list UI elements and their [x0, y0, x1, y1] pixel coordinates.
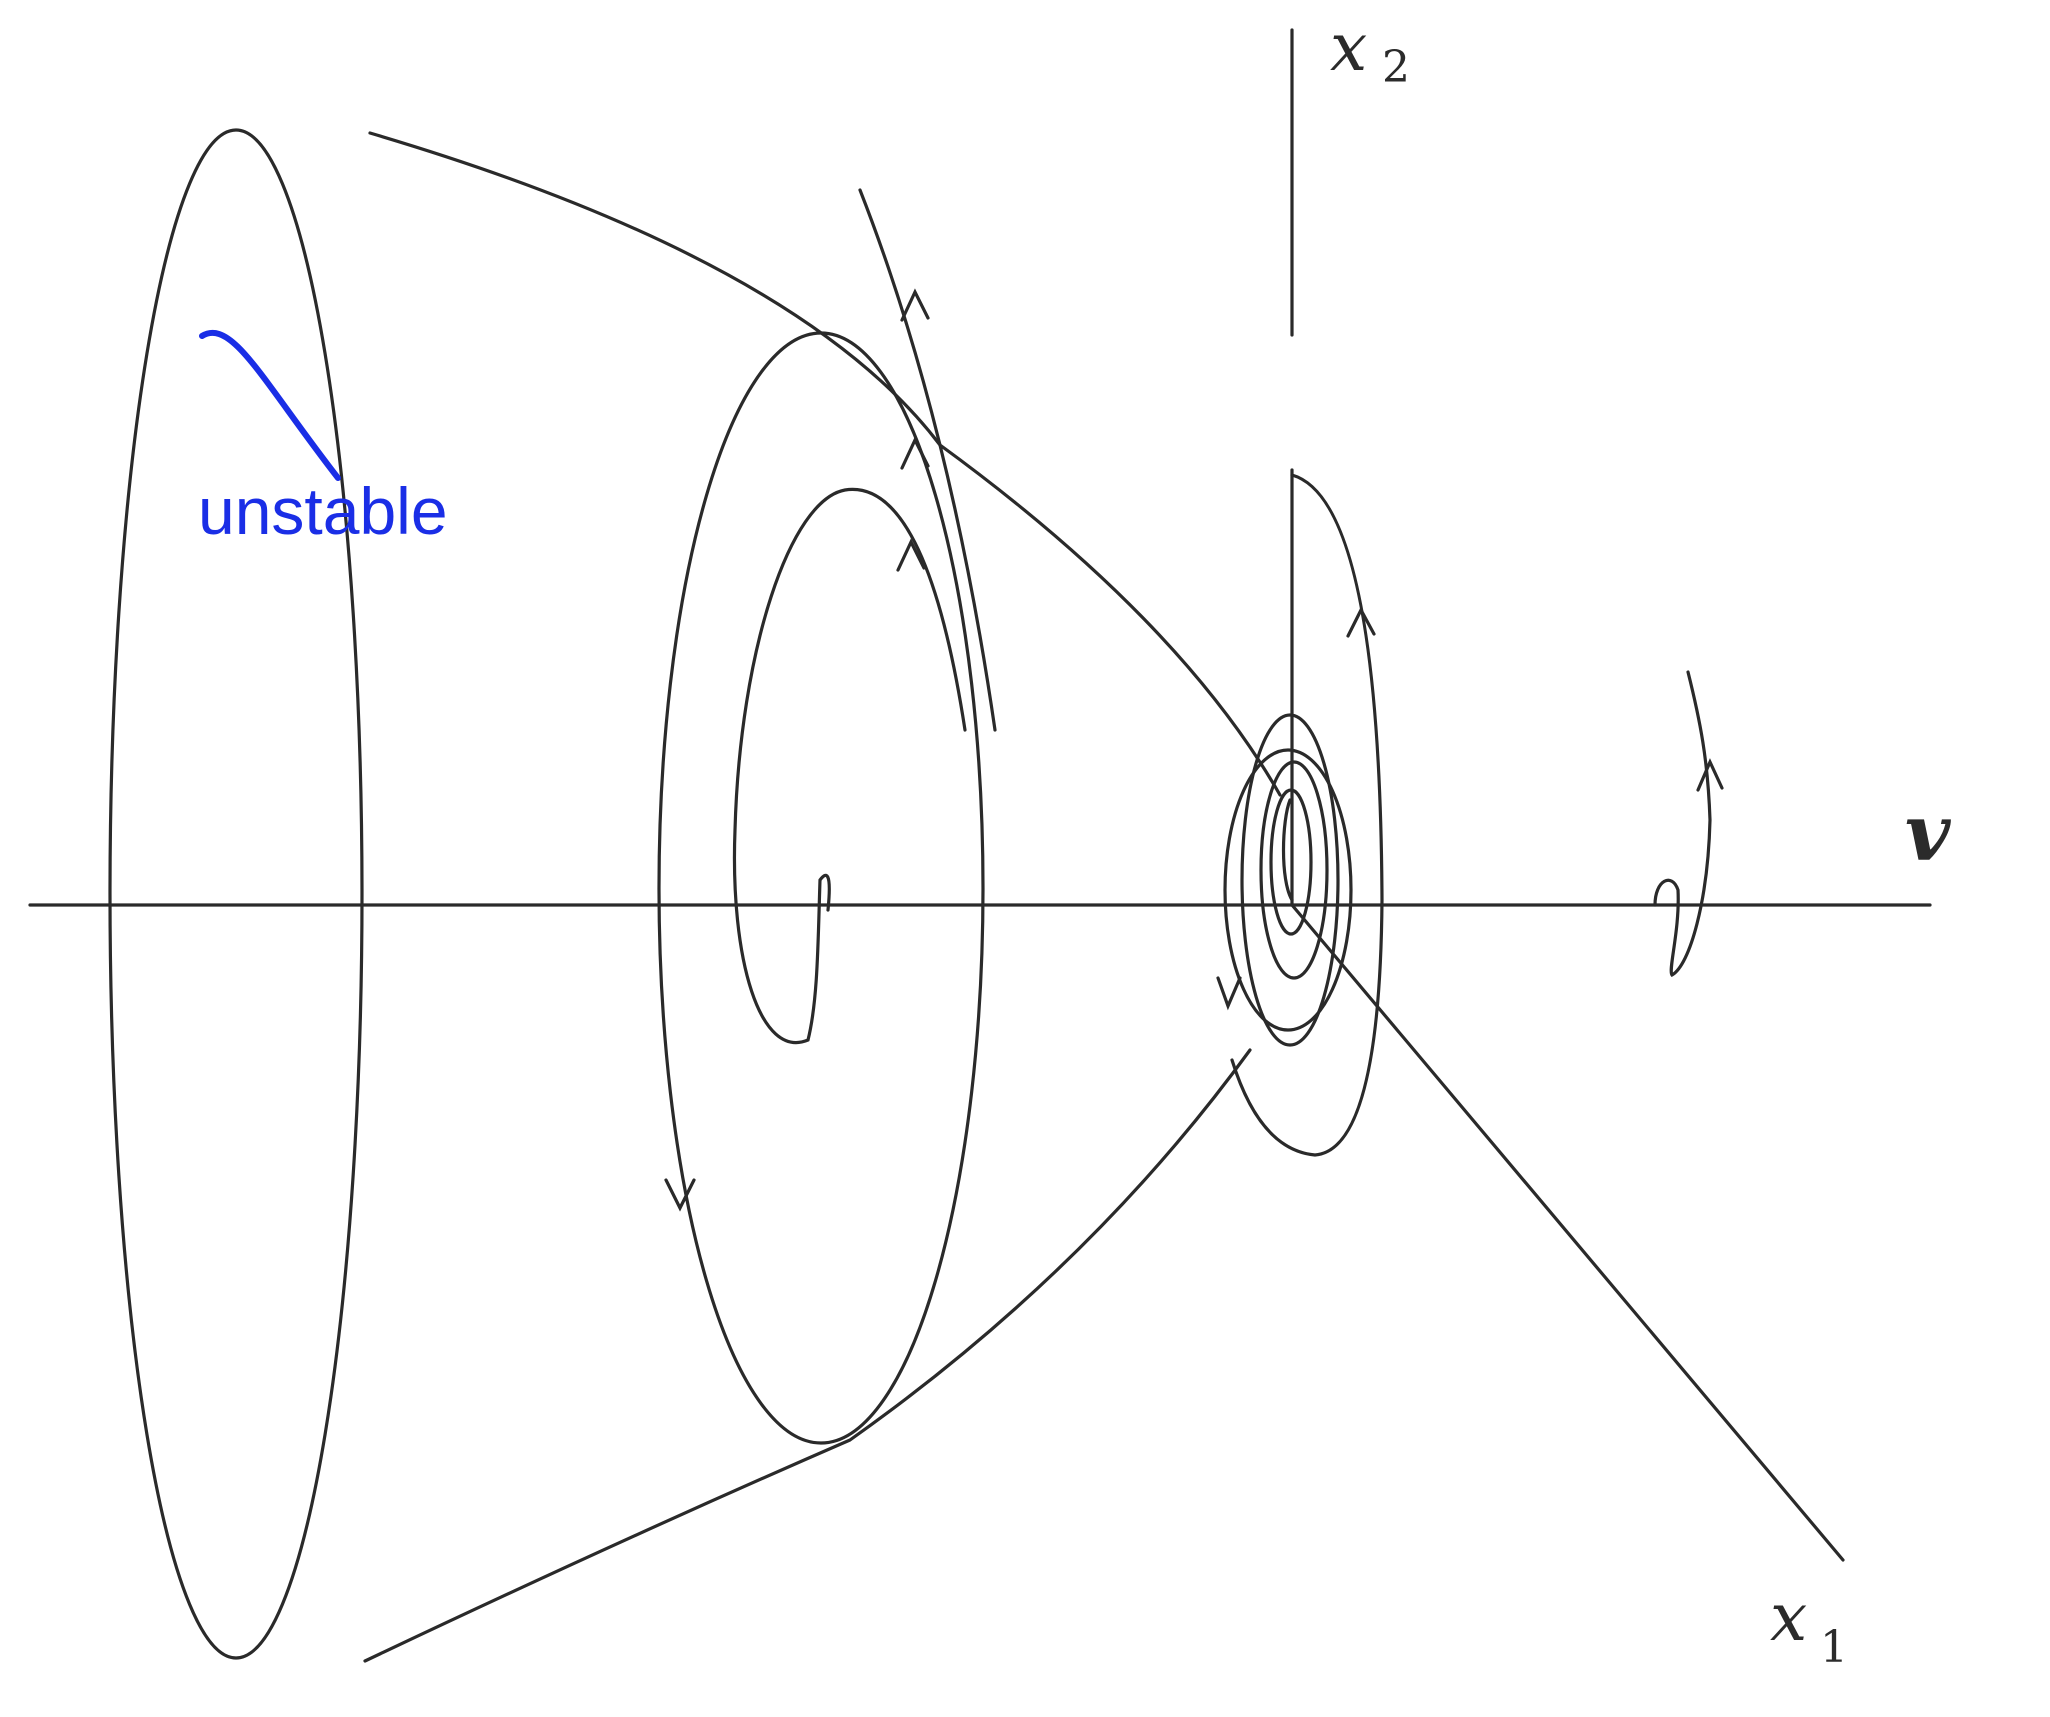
upper-trajectory: [858, 188, 997, 732]
arrow-traj-3: [896, 538, 926, 572]
x1-axis-label: x: [1770, 1579, 1807, 1656]
x1-axis: [1290, 903, 1845, 1562]
cone-lower-edge: [363, 1048, 1252, 1663]
far-right-spiral: [1653, 670, 1712, 978]
origin-orbit-2: [1223, 748, 1353, 1032]
arrow-origin-down: [1216, 976, 1242, 1011]
origin-orbit-3: [1259, 760, 1329, 980]
x2-axis-subscript: 2: [1382, 42, 1410, 93]
origin-spiral-tail: [1281, 798, 1294, 902]
arrow-far-right: [1696, 758, 1724, 792]
arrow-right-orbit-up: [1346, 606, 1376, 638]
middle-spiral: [732, 487, 967, 1044]
unstable-label: unstable: [198, 474, 448, 548]
origin-orbit-1: [1240, 713, 1340, 1047]
x1-axis-subscript: 1: [1820, 1622, 1848, 1673]
large-limit-cycle: [108, 128, 364, 1660]
v-axis-label: v: [1905, 788, 1952, 879]
middle-limit-cycle: [657, 331, 985, 1445]
arrow-cycle-down: [664, 1178, 696, 1212]
arrow-traj-1: [900, 288, 930, 322]
unstable-pointer: [199, 329, 341, 481]
x2-axis-label: x: [1330, 9, 1367, 86]
arrow-traj-2: [900, 436, 930, 470]
cone-upper-edge: [368, 131, 1282, 797]
origin-orbit-4: [1269, 788, 1313, 936]
right-orbit: [1230, 473, 1384, 1157]
